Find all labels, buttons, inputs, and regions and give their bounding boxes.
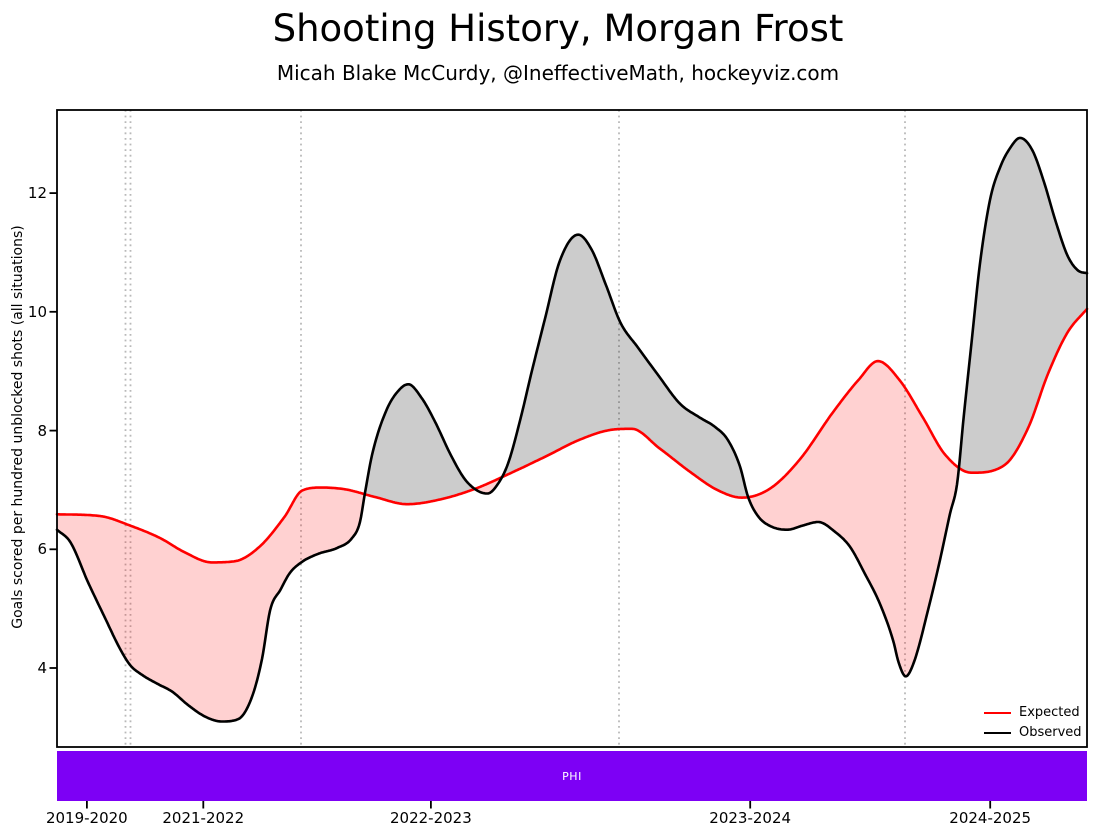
x-tick-label-3: 2023-2024 bbox=[709, 809, 792, 827]
y-tick-label-6: 6 bbox=[37, 540, 47, 559]
y-tick-label-4: 4 bbox=[37, 659, 47, 678]
x-tick-label-2: 2022-2023 bbox=[389, 809, 472, 827]
y-tick-label-8: 8 bbox=[37, 421, 47, 440]
team-band-label: PHI bbox=[562, 769, 582, 783]
x-tick-label-4: 2024-2025 bbox=[949, 809, 1032, 827]
chart-subtitle: Micah Blake McCurdy, @IneffectiveMath, h… bbox=[276, 61, 840, 85]
chart-title: Shooting History, Morgan Frost bbox=[272, 7, 844, 50]
team-band: PHI bbox=[57, 751, 1087, 801]
y-tick-label-12: 12 bbox=[27, 184, 47, 203]
legend-item-expected: Expected bbox=[984, 705, 1082, 720]
legend-label-expected: Expected bbox=[1019, 705, 1080, 720]
y-tick-label-10: 10 bbox=[27, 302, 47, 321]
x-tick-label-0: 2019-2020 bbox=[45, 809, 128, 827]
legend-label-observed: Observed bbox=[1019, 725, 1082, 740]
x-tick-label-1: 2021-2022 bbox=[162, 809, 245, 827]
legend: Expected Observed bbox=[984, 705, 1082, 740]
expected-line-swatch bbox=[984, 711, 1011, 714]
legend-item-observed: Observed bbox=[984, 725, 1082, 740]
observed-line-swatch bbox=[984, 731, 1011, 734]
